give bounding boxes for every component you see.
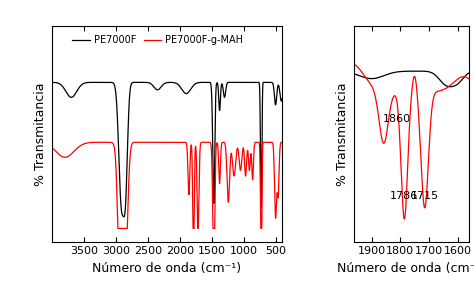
Text: 1715: 1715 bbox=[410, 191, 439, 201]
PE7000F bbox=[158, 85, 164, 88]
PE7000F bbox=[272, 100, 278, 104]
Line: PE7000F: PE7000F bbox=[52, 82, 282, 217]
PE7000F bbox=[231, 81, 237, 84]
PE7000F-g-MAH bbox=[159, 141, 164, 144]
PE7000F bbox=[148, 82, 154, 85]
Y-axis label: % Transmitancia: % Transmitancia bbox=[34, 82, 46, 186]
Text: 1786: 1786 bbox=[390, 191, 419, 201]
PE7000F bbox=[146, 81, 152, 84]
X-axis label: Número de onda (cm⁻¹): Número de onda (cm⁻¹) bbox=[337, 262, 474, 275]
PE7000F bbox=[279, 97, 285, 101]
X-axis label: Número de onda (cm⁻¹): Número de onda (cm⁻¹) bbox=[92, 262, 242, 275]
Text: 1860: 1860 bbox=[383, 113, 410, 124]
PE7000F-g-MAH bbox=[279, 141, 285, 144]
Line: PE7000F-g-MAH: PE7000F-g-MAH bbox=[52, 142, 282, 228]
Y-axis label: % Transmitancia: % Transmitancia bbox=[336, 82, 349, 186]
PE7000F-g-MAH bbox=[146, 141, 152, 144]
PE7000F-g-MAH bbox=[216, 177, 222, 181]
PE7000F bbox=[121, 215, 127, 219]
PE7000F-g-MAH bbox=[261, 141, 266, 144]
PE7000F-g-MAH bbox=[115, 227, 121, 230]
PE7000F-g-MAH bbox=[49, 146, 55, 150]
PE7000F-g-MAH bbox=[142, 141, 148, 144]
PE7000F bbox=[216, 105, 222, 108]
Legend: PE7000F, PE7000F-g-MAH: PE7000F, PE7000F-g-MAH bbox=[68, 31, 247, 49]
PE7000F-g-MAH bbox=[148, 141, 154, 144]
PE7000F bbox=[261, 81, 266, 84]
PE7000F bbox=[49, 81, 55, 84]
PE7000F-g-MAH bbox=[272, 204, 278, 208]
